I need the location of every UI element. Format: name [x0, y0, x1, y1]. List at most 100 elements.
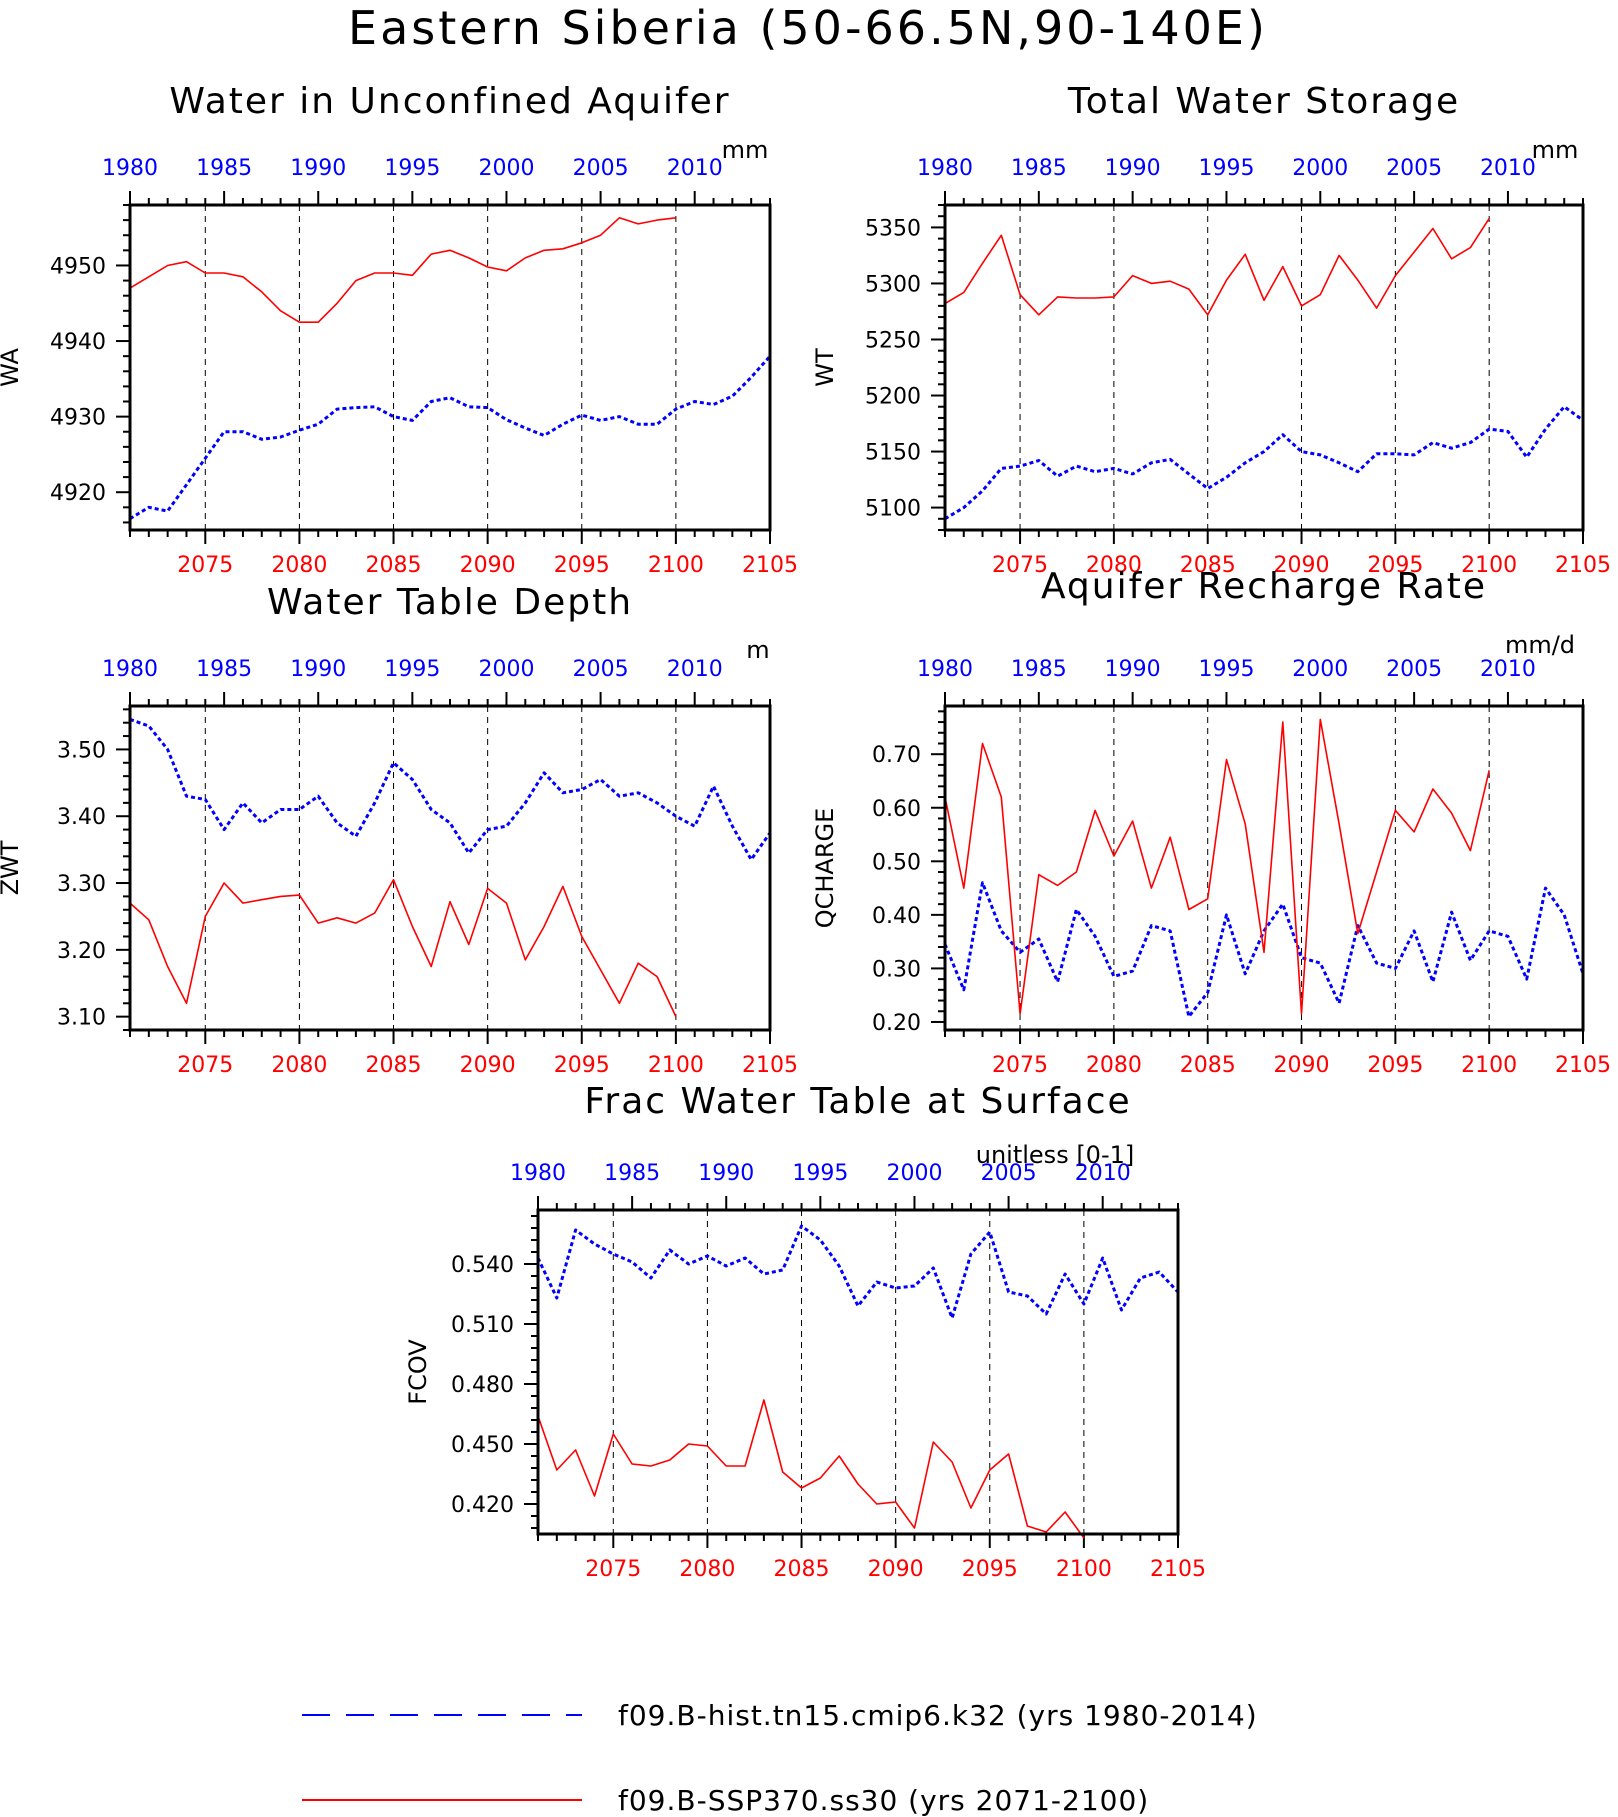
- qcharge-ytick-label: 0.20: [872, 1011, 921, 1036]
- wa-ytick-label: 4930: [50, 406, 106, 431]
- zwt-plot-frame: [128, 704, 772, 1032]
- qcharge-ylabel: QCHARGE: [811, 808, 839, 929]
- fcov-ssp-series: [537, 1399, 1085, 1539]
- zwt-xtick-label-bottom: 2080: [271, 1053, 327, 1078]
- fcov-xtick-label-top: 2010: [1075, 1161, 1131, 1186]
- legend: f09.B-hist.tn15.cmip6.k32 (yrs 1980-2014…: [302, 1699, 1258, 1817]
- qcharge-xtick-label-top: 2010: [1480, 657, 1536, 682]
- zwt-ytick-label: 3.10: [57, 1006, 106, 1031]
- wt-ylabel: WT: [811, 348, 839, 387]
- qcharge-ytick-label: 0.60: [872, 797, 921, 822]
- wt-hist-series: [944, 405, 1584, 521]
- fcov-xtick-label-bottom: 2090: [868, 1557, 924, 1582]
- fcov-ytick-label: 0.510: [451, 1313, 514, 1338]
- qcharge-plot-frame: [943, 704, 1585, 1032]
- zwt-xtick-label-top: 1980: [102, 657, 158, 682]
- wt-xtick-label-bottom: 2075: [992, 553, 1048, 578]
- zwt-ytick-label: 3.40: [57, 805, 106, 830]
- wa-ssp-series: [129, 217, 676, 324]
- qcharge-xtick-label-bottom: 2085: [1180, 1053, 1236, 1078]
- qcharge-ytick-label: 0.50: [872, 850, 921, 875]
- wa-xtick-label-bottom: 2100: [648, 553, 704, 578]
- wt-xtick-label-bottom: 2100: [1461, 553, 1517, 578]
- panel-wa: Water in Unconfined Aquifer mm WA 2075 2080 2…: [0, 81, 798, 578]
- zwt-xtick-label-top: 1990: [290, 657, 346, 682]
- wa-ytick-label: 4920: [50, 481, 106, 506]
- qcharge-hist-series: [943, 881, 1585, 1019]
- qcharge-ytick-label: 0.40: [872, 904, 921, 929]
- zwt-ylabel: ZWT: [0, 840, 24, 895]
- fcov-ylabel: FCOV: [404, 1339, 432, 1405]
- zwt-xtick-label-bottom: 2095: [554, 1053, 610, 1078]
- wt-xtick-label-bottom: 2085: [1180, 553, 1236, 578]
- wt-ytick-label: 5100: [865, 497, 921, 522]
- wa-ytick-label: 4940: [50, 330, 106, 355]
- fcov-xtick-label-top: 1995: [792, 1161, 848, 1186]
- zwt-xtick-label-bottom: 2105: [742, 1053, 798, 1078]
- panel-wt: Total Water Storage mm WT 2075 2080 2085 2090 2…: [811, 81, 1611, 578]
- qcharge-xtick-label-bottom: 2075: [992, 1053, 1048, 1078]
- wa-xtick-label-bottom: 2090: [460, 553, 516, 578]
- fcov-title: Frac Water Table at Surface: [584, 1081, 1131, 1122]
- wt-xtick-label-bottom: 2090: [1274, 553, 1330, 578]
- wt-ssp-series: [944, 217, 1490, 316]
- wa-hist-series: [129, 355, 772, 520]
- wt-ytick-label: 5300: [865, 272, 921, 297]
- wt-xtick-label-bottom: 2080: [1086, 553, 1142, 578]
- qcharge-ssp-series: [944, 718, 1490, 1015]
- wa-title: Water in Unconfined Aquifer: [169, 81, 730, 122]
- zwt-xtick-label-top: 1985: [196, 657, 252, 682]
- zwt-title: Water Table Depth: [267, 582, 633, 623]
- qcharge-xtick-label-top: 2005: [1386, 657, 1442, 682]
- panel-fcov: Frac Water Table at Surface unitless [0-1…: [404, 1081, 1206, 1582]
- zwt-xtick-label-top: 2000: [478, 657, 534, 682]
- wt-ytick-label: 5150: [865, 441, 921, 466]
- zwt-ytick-label: 3.30: [57, 872, 106, 897]
- legend-hist-label: f09.B-hist.tn15.cmip6.k32 (yrs 1980-2014…: [618, 1699, 1258, 1732]
- qcharge-units: mm/d: [1505, 631, 1575, 659]
- zwt-ssp-series: [129, 878, 677, 1017]
- wt-xtick-label-top: 1990: [1105, 156, 1161, 181]
- zwt-xtick-label-top: 2005: [573, 657, 629, 682]
- fcov-xtick-label-bottom: 2095: [962, 1557, 1018, 1582]
- wa-xtick-label-top: 2005: [573, 156, 629, 181]
- wa-xtick-label-top: 1995: [384, 156, 440, 181]
- qcharge-xtick-label-bottom: 2100: [1461, 1053, 1517, 1078]
- wt-xtick-label-bottom: 2095: [1367, 553, 1423, 578]
- panel-zwt: Water Table Depth m ZWT 2075 2080 2085 2090 209…: [0, 582, 798, 1078]
- fcov-plot-frame: [536, 1208, 1180, 1536]
- zwt-xtick-label-top: 1995: [384, 657, 440, 682]
- wa-xtick-label-top: 2000: [478, 156, 534, 181]
- wt-xtick-label-top: 1995: [1198, 156, 1254, 181]
- wa-units: mm: [722, 136, 769, 164]
- wt-xtick-label-top: 1985: [1011, 156, 1067, 181]
- wa-xtick-label-top: 2010: [667, 156, 723, 181]
- wa-ylabel: WA: [0, 348, 24, 387]
- fcov-xtick-label-top: 1980: [510, 1161, 566, 1186]
- zwt-ytick-label: 3.50: [57, 738, 106, 763]
- main-title: Eastern Siberia (50-66.5N,90-140E): [348, 1, 1268, 55]
- wa-xtick-label-bottom: 2085: [366, 553, 422, 578]
- panel-qcharge: Aquifer Recharge Rate mm/d QCHARGE 2075 2080…: [811, 566, 1611, 1078]
- wt-title: Total Water Storage: [1067, 81, 1460, 122]
- wt-xtick-label-top: 2010: [1480, 156, 1536, 181]
- zwt-hist-series: [129, 717, 772, 862]
- wt-ytick-label: 5350: [865, 216, 921, 241]
- wt-units: mm: [1532, 136, 1579, 164]
- qcharge-xtick-label-top: 1985: [1011, 657, 1067, 682]
- fcov-xtick-label-top: 2000: [886, 1161, 942, 1186]
- wa-xtick-label-top: 1990: [290, 156, 346, 181]
- zwt-xtick-label-bottom: 2090: [460, 1053, 516, 1078]
- qcharge-xtick-label-bottom: 2080: [1086, 1053, 1142, 1078]
- fcov-xtick-label-bottom: 2080: [679, 1557, 735, 1582]
- wa-xtick-label-bottom: 2075: [177, 553, 233, 578]
- wa-plot-frame: [128, 203, 772, 532]
- fcov-ytick-label: 0.540: [451, 1253, 514, 1278]
- zwt-xtick-label-top: 2010: [667, 657, 723, 682]
- qcharge-xtick-label-bottom: 2095: [1367, 1053, 1423, 1078]
- wt-xtick-label-bottom: 2105: [1555, 553, 1611, 578]
- fcov-xtick-label-bottom: 2100: [1056, 1557, 1112, 1582]
- zwt-xtick-label-bottom: 2100: [648, 1053, 704, 1078]
- wa-xtick-label-top: 1980: [102, 156, 158, 181]
- wa-xtick-label-bottom: 2095: [554, 553, 610, 578]
